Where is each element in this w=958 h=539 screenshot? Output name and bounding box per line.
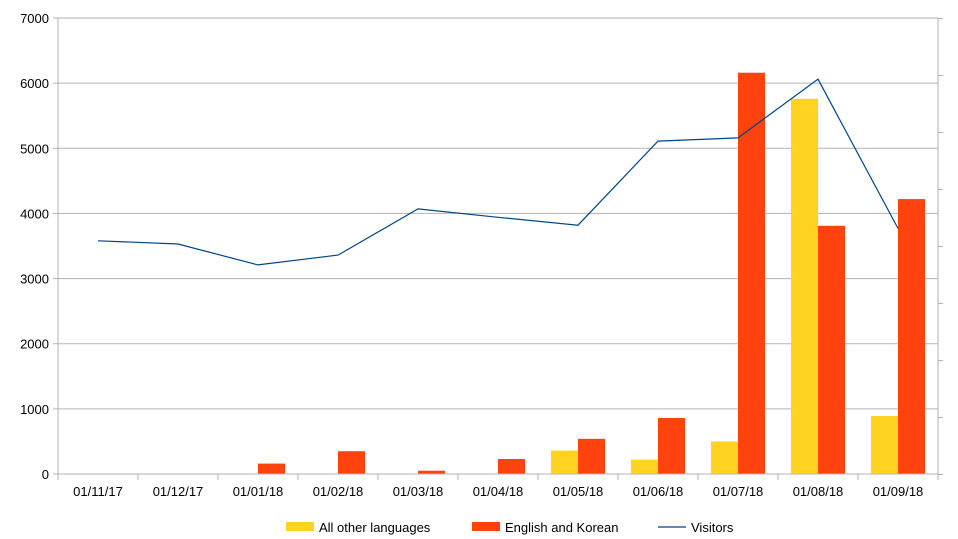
bar-english-and-korean-01/09/18: [898, 199, 925, 474]
y-tick-label-6000: 6000: [20, 76, 49, 91]
bar-english-and-korean-01/05/18: [578, 438, 605, 474]
bar-all-other-languages-01/06/18: [631, 459, 658, 474]
y-tick-label-4000: 4000: [20, 206, 49, 221]
gridlines: [58, 17, 938, 410]
y-tick-label-3000: 3000: [20, 272, 49, 287]
legend-label-visitors: Visitors: [691, 520, 734, 535]
bar-english-and-korean-01/02/18: [338, 451, 365, 474]
bar-all-other-languages-01/09/18: [871, 416, 898, 474]
x-tick-label-01/04/18: 01/04/18: [473, 484, 524, 499]
line-visitors: [97, 78, 899, 266]
bar-english-and-korean-01/06/18: [658, 417, 685, 474]
bar-all-other-languages-01/08/18: [791, 98, 818, 474]
visitors-line-layer: [97, 78, 899, 266]
x-tick-label-01/11/17: 01/11/17: [73, 484, 123, 499]
x-tick-labels: 01/11/17 01/12/17 01/01/18 01/02/18 01/03/18…: [73, 484, 923, 499]
legend-label-english-and-korean: English and Korean: [505, 520, 618, 535]
x-tick-label-01/08/18: 01/08/18: [793, 484, 844, 499]
y-tick-label-0: 0: [42, 467, 49, 482]
y-tick-labels: 0 1000 2000 3000 4000 5000 6000 7000: [20, 11, 49, 482]
bar-all-other-languages-01/07/18: [711, 441, 738, 474]
legend-label-all-other-languages: All other languages: [319, 520, 431, 535]
y-tick-label-2000: 2000: [20, 337, 49, 352]
y-tick-label-1000: 1000: [20, 402, 49, 417]
x-tick-label-01/02/18: 01/02/18: [313, 484, 364, 499]
y-tick-label-7000: 7000: [20, 11, 49, 26]
bar-english-and-korean-01/07/18: [738, 72, 765, 474]
x-tick-label-01/03/18: 01/03/18: [393, 484, 444, 499]
x-tick-label-01/09/18: 01/09/18: [873, 484, 924, 499]
legend: All other languages English and Korean Vis…: [286, 520, 734, 535]
bar-english-and-korean-01/03/18: [418, 470, 445, 474]
bar-all-other-languages-01/05/18: [551, 450, 578, 474]
legend-swatch-english-and-korean: [472, 522, 500, 531]
x-tick-label-01/05/18: 01/05/18: [553, 484, 604, 499]
x-tick-label-01/07/18: 01/07/18: [713, 484, 764, 499]
bar-english-and-korean-01/08/18: [818, 225, 845, 474]
bar-english-and-korean-01/04/18: [498, 459, 525, 474]
bar-english-and-korean-01/01/18: [258, 463, 285, 474]
legend-swatch-all-other-languages: [286, 522, 314, 531]
axes: [53, 17, 943, 480]
x-tick-label-01/01/18: 01/01/18: [233, 484, 284, 499]
bars: [258, 72, 925, 474]
x-tick-label-01/12/17: 01/12/17: [153, 484, 204, 499]
x-tick-label-01/06/18: 01/06/18: [633, 484, 684, 499]
y-tick-label-5000: 5000: [20, 141, 49, 156]
